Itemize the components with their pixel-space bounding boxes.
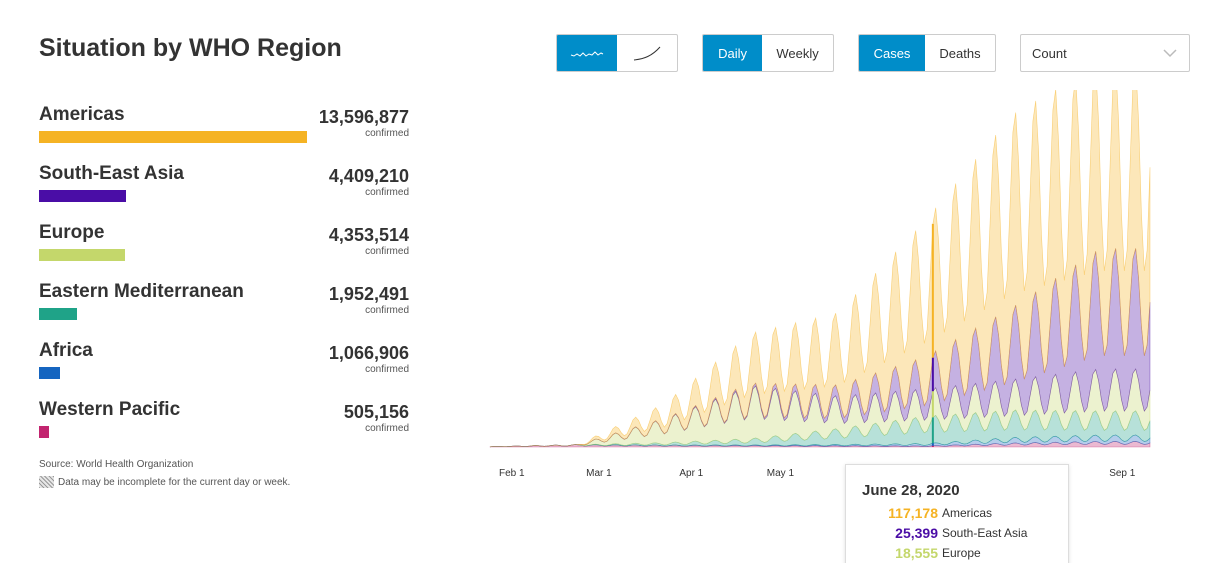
cumulative-icon <box>633 46 661 61</box>
scale-select[interactable]: Count <box>1020 34 1190 72</box>
x-tick-label: Mar 1 <box>586 468 612 479</box>
x-tick-label: Sep 1 <box>1109 468 1136 479</box>
region-name: South-East Asia <box>39 163 184 184</box>
daily-line-option[interactable] <box>557 35 617 71</box>
tooltip-value: 18,555 <box>895 545 938 561</box>
chevron-down-icon <box>1163 49 1177 58</box>
cases-button[interactable]: Cases <box>859 35 926 71</box>
region-western-pacific[interactable]: Western Pacific 505,156 confirmed <box>39 399 409 453</box>
tooltip-label: Americas <box>942 506 993 520</box>
daily-button[interactable]: Daily <box>703 35 763 71</box>
region-bar <box>39 308 77 320</box>
region-africa[interactable]: Africa 1,066,906 confirmed <box>39 340 409 394</box>
region-bar <box>39 367 60 379</box>
region-sublabel: confirmed <box>365 128 409 139</box>
tooltip-row: 117,178 Americas <box>846 505 1070 523</box>
region-bar <box>39 190 126 202</box>
deaths-button[interactable]: Deaths <box>939 45 981 61</box>
chart-tooltip: June 28, 2020 117,178 Americas 25,399 So… <box>845 464 1069 563</box>
region-name: Europe <box>39 222 105 243</box>
region-count: 13,596,877 <box>318 107 409 127</box>
x-tick-label: Apr 1 <box>679 468 703 479</box>
region-europe[interactable]: Europe 4,353,514 confirmed <box>39 222 409 276</box>
tooltip-value: 117,178 <box>888 505 938 521</box>
region-eastern-mediterranean[interactable]: Eastern Mediterranean 1,952,491 confirme… <box>39 281 409 335</box>
cases-chart[interactable]: Feb 1 Mar 1 Apr 1 May 1 Sep 1 <box>485 90 1165 485</box>
region-bar <box>39 426 49 438</box>
page-title: Situation by WHO Region <box>39 34 342 62</box>
region-count: 4,409,210 <box>328 166 409 186</box>
region-sublabel: confirmed <box>365 364 409 375</box>
region-name: Western Pacific <box>39 399 181 420</box>
tooltip-label: South-East Asia <box>942 526 1028 540</box>
period-toggle[interactable]: Daily Weekly <box>702 34 834 72</box>
weekly-button[interactable]: Weekly <box>776 45 819 61</box>
region-name: Africa <box>39 340 93 361</box>
region-americas[interactable]: Americas 13,596,877 confirmed <box>39 104 409 158</box>
region-sublabel: confirmed <box>365 305 409 316</box>
region-count: 1,952,491 <box>328 284 409 304</box>
region-south-east-asia[interactable]: South-East Asia 4,409,210 confirmed <box>39 163 409 217</box>
incomplete-data-note: Data may be incomplete for the current d… <box>39 476 290 488</box>
hatch-legend-icon <box>39 476 54 488</box>
region-count: 505,156 <box>343 402 409 422</box>
scale-select-value: Count <box>1032 45 1067 61</box>
tooltip-row: 25,399 South-East Asia <box>846 525 1070 543</box>
tooltip-row: 18,555 Europe <box>846 545 1070 563</box>
metric-toggle[interactable]: Cases Deaths <box>858 34 996 72</box>
region-count: 4,353,514 <box>328 225 409 245</box>
region-name: Eastern Mediterranean <box>39 281 244 302</box>
region-bar <box>39 249 125 261</box>
region-sublabel: confirmed <box>365 423 409 434</box>
series-area-americas[interactable] <box>489 90 1151 448</box>
chart-type-toggle[interactable] <box>556 34 678 72</box>
line-icon <box>570 51 604 57</box>
region-count: 1,066,906 <box>328 343 409 363</box>
x-tick-label: Feb 1 <box>499 468 525 479</box>
region-sublabel: confirmed <box>365 187 409 198</box>
region-sublabel: confirmed <box>365 246 409 257</box>
incomplete-data-text: Data may be incomplete for the current d… <box>58 476 291 488</box>
source-note: Source: World Health Organization <box>39 459 194 470</box>
tooltip-value: 25,399 <box>895 525 938 541</box>
tooltip-label: Europe <box>942 546 981 560</box>
tooltip-date: June 28, 2020 <box>862 482 960 499</box>
region-name: Americas <box>39 104 125 125</box>
cumulative-option[interactable] <box>617 35 677 71</box>
x-tick-label: May 1 <box>767 468 795 479</box>
region-bar <box>39 131 307 143</box>
